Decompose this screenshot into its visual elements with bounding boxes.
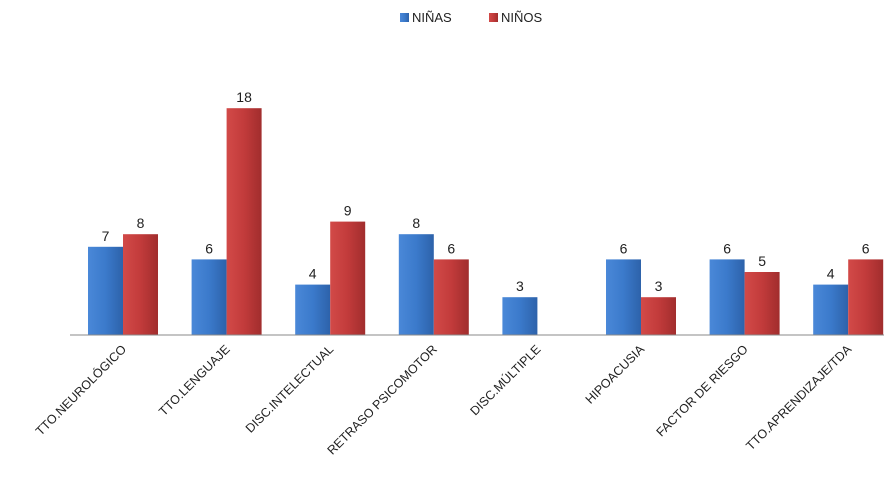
bar-ninos	[433, 259, 469, 335]
x-tick-label: FACTOR DE RIESGO	[654, 342, 751, 439]
bar-ninos	[641, 297, 676, 335]
x-tick-label: RETRASO PSICOMOTOR	[325, 342, 440, 457]
bar-ninos	[123, 234, 158, 335]
bar-ninas	[191, 259, 227, 335]
x-tick-label: HIPOACUSIA	[583, 342, 648, 407]
data-label: 9	[344, 203, 352, 219]
data-label: 6	[862, 240, 870, 256]
bar-ninas	[813, 284, 849, 335]
x-tick-label: TTO.APRENDIZAJE/TDA	[743, 342, 854, 453]
data-label: 3	[655, 278, 663, 294]
data-label: 6	[447, 240, 455, 256]
data-label: 6	[205, 240, 213, 256]
data-label: 5	[758, 253, 766, 269]
bar-ninas	[398, 234, 434, 335]
bar-ninos	[226, 108, 262, 335]
data-label: 4	[309, 266, 317, 282]
x-tick-label: DISC.INTELECTUAL	[243, 342, 336, 435]
x-tick-label: TTO.NEUROLÓGICO	[32, 341, 129, 438]
data-label: 3	[516, 278, 524, 294]
data-label: 8	[137, 215, 145, 231]
bar-ninos	[848, 259, 884, 335]
legend-label-ninos: NIÑOS	[501, 10, 543, 25]
x-tick-label: DISC.MÚLTIPLE	[467, 342, 544, 419]
data-label: 6	[723, 240, 731, 256]
data-label: 4	[827, 266, 835, 282]
legend: NIÑAS NIÑOS	[400, 10, 543, 25]
bar-ninas	[502, 297, 538, 335]
x-tick-label: TTO.LENGUAJE	[156, 342, 233, 419]
legend-swatch-ninos	[489, 13, 498, 22]
plot-area: 7 8 6 18 4 9 8 6 3 6 3 6 5 4 6	[88, 89, 884, 335]
x-axis-tick-labels: TTO.NEUROLÓGICO TTO.LENGUAJE DISC.INTELECT…	[32, 341, 855, 457]
data-label: 6	[620, 240, 628, 256]
bar-ninas	[295, 284, 331, 335]
bar-ninos	[330, 221, 366, 335]
data-label: 8	[412, 215, 420, 231]
bar-ninas	[88, 246, 123, 335]
bar-ninas	[709, 259, 745, 335]
bar-ninas	[606, 259, 641, 335]
bar-ninos	[744, 272, 780, 335]
data-label: 7	[102, 228, 110, 244]
legend-label-ninas: NIÑAS	[412, 10, 452, 25]
legend-swatch-ninas	[400, 13, 409, 22]
data-label: 18	[236, 89, 252, 105]
